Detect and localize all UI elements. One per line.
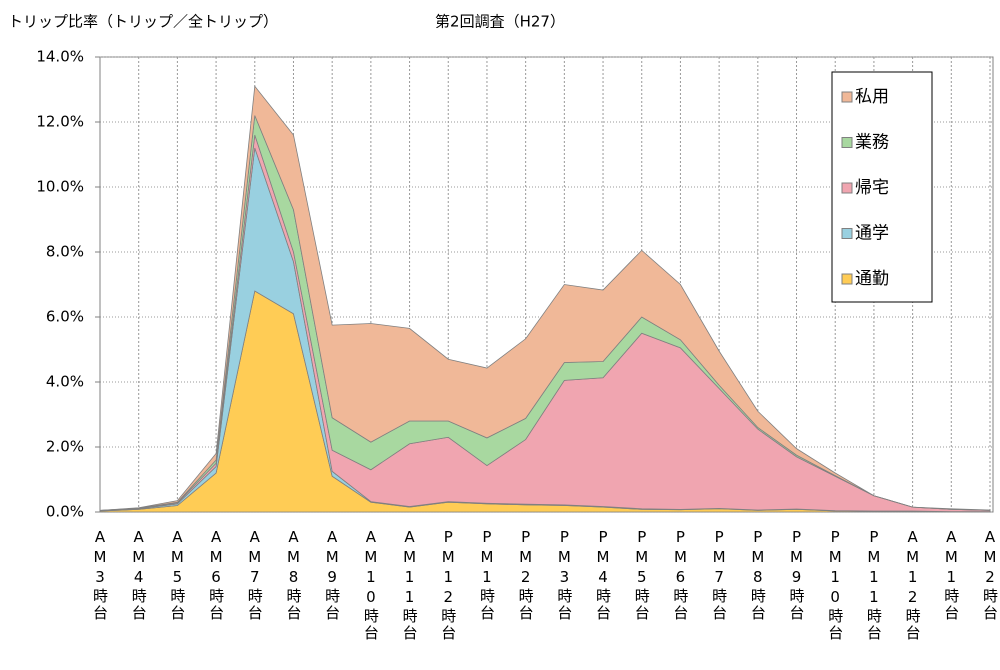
legend-swatch bbox=[841, 182, 853, 194]
y-tick-label: 10.0% bbox=[36, 178, 84, 196]
x-tick-label: PM3時台 bbox=[555, 528, 573, 622]
x-tick-label: AM3時台 bbox=[91, 528, 109, 622]
x-tick-label: AM5時台 bbox=[168, 528, 186, 622]
legend-swatch bbox=[841, 273, 853, 285]
x-tick-label: AM12時台 bbox=[904, 528, 922, 642]
x-tick-label: PM5時台 bbox=[633, 528, 651, 622]
legend-label: 通勤 bbox=[855, 269, 889, 289]
x-tick-label: AM2時台 bbox=[981, 528, 999, 622]
x-tick-label: PM2時台 bbox=[517, 528, 535, 622]
legend-label: 私用 bbox=[855, 87, 889, 107]
x-tick-label: AM9時台 bbox=[323, 528, 341, 622]
x-tick-label: PM8時台 bbox=[749, 528, 767, 622]
area bbox=[99, 85, 991, 511]
y-tick-label: 12.0% bbox=[36, 113, 84, 131]
y-tick-label: 14.0% bbox=[36, 48, 84, 66]
x-tick-label: PM1時台 bbox=[478, 528, 496, 622]
y-tick-label: 6.0% bbox=[46, 308, 84, 326]
x-tick-label: PM4時台 bbox=[594, 528, 612, 622]
x-tick-label: PM11時台 bbox=[865, 528, 883, 642]
y-tick-label: 0.0% bbox=[46, 503, 84, 521]
legend-label: 通学 bbox=[855, 224, 889, 244]
y-axis-label: トリップ比率（トリップ／全トリップ） bbox=[8, 13, 278, 31]
x-tick-label: PM10時台 bbox=[826, 528, 844, 642]
chart-title: 第2回調査（H27） bbox=[435, 13, 565, 31]
x-tick-label: AM1時台 bbox=[942, 528, 960, 622]
x-tick-label: PM9時台 bbox=[788, 528, 806, 622]
x-tick-label: PM6時台 bbox=[671, 528, 689, 622]
x-tick-label: AM10時台 bbox=[362, 528, 380, 642]
x-tick-label: AM11時台 bbox=[401, 528, 419, 642]
x-tick-label: PM7時台 bbox=[710, 528, 728, 622]
legend-label: 帰宅 bbox=[855, 178, 889, 198]
x-tick-label: AM7時台 bbox=[246, 528, 264, 622]
x-tick-label: AM8時台 bbox=[284, 528, 302, 622]
y-tick-label: 4.0% bbox=[46, 373, 84, 391]
legend-swatch bbox=[841, 91, 853, 103]
y-tick-label: 2.0% bbox=[46, 438, 84, 456]
legend-label: 業務 bbox=[855, 133, 889, 153]
x-tick-label: PM12時台 bbox=[439, 528, 457, 642]
x-tick-label: AM4時台 bbox=[130, 528, 148, 622]
legend-swatch bbox=[841, 137, 853, 148]
legend-swatch bbox=[841, 228, 853, 239]
y-tick-label: 8.0% bbox=[46, 243, 84, 261]
x-tick-label: AM6時台 bbox=[207, 528, 225, 622]
